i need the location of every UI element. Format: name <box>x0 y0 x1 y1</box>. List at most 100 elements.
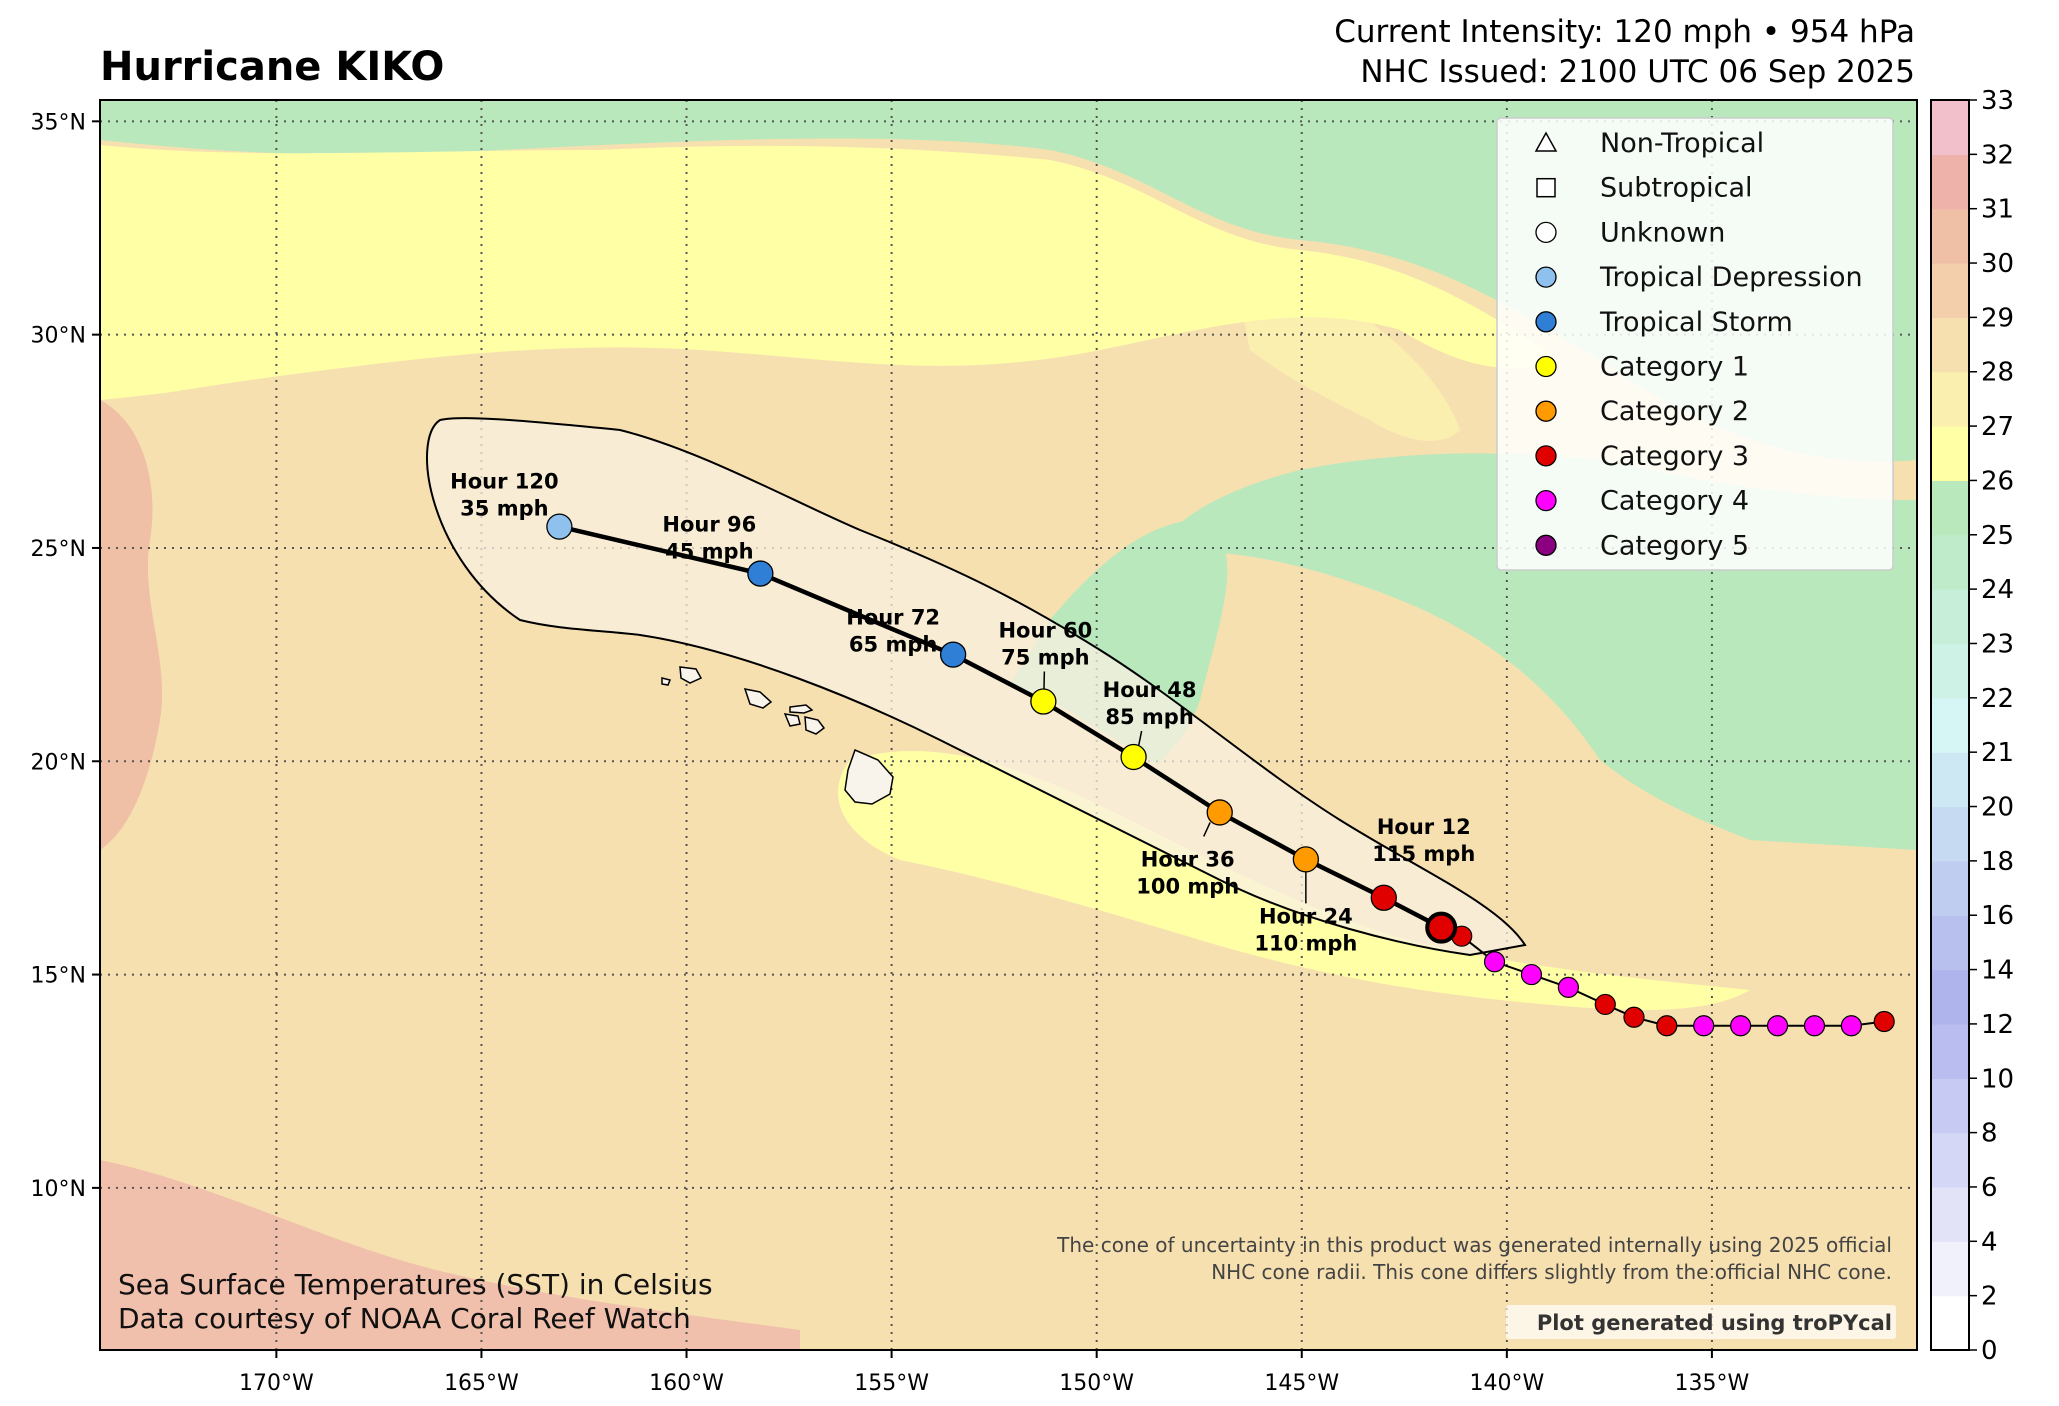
cone-of-uncertainty <box>426 417 1527 957</box>
colorbar-tick-label: 4 <box>1981 1227 1998 1257</box>
forecast-point <box>1206 799 1233 826</box>
legend-square-icon <box>1536 177 1556 198</box>
issued-time: NHC Issued: 2100 UTC 06 Sep 2025 <box>1360 54 1915 90</box>
past-track-point <box>1803 1015 1826 1037</box>
legend-circle-icon <box>1535 445 1557 467</box>
forecast-wind-label: 110 mph <box>1254 931 1357 955</box>
colorbar-tick-label: 33 <box>1981 86 2014 116</box>
forecast-wind-label: 35 mph <box>460 497 548 521</box>
colorbar-tick-label: 2 <box>1981 1282 1998 1312</box>
past-track-point <box>1623 1006 1645 1028</box>
forecast-wind-label: 65 mph <box>849 633 937 657</box>
lat-tick-label: 20°N <box>31 750 86 775</box>
current-position-point <box>1425 911 1458 944</box>
colorbar-segment <box>1931 643 1969 699</box>
colorbar-tick-label: 26 <box>1981 466 2014 496</box>
colorbar-tick-label: 21 <box>1981 738 2014 768</box>
colorbar-segment <box>1931 1078 1969 1134</box>
lon-tick-label: 150°W <box>1059 1371 1134 1396</box>
forecast-hour-label: Hour 72 <box>846 606 940 630</box>
colorbar-segment <box>1931 317 1969 373</box>
map-frame <box>99 99 1918 1351</box>
past-track-point <box>1656 1015 1678 1037</box>
colorbar-segment <box>1931 589 1969 645</box>
legend-circle-icon <box>1535 311 1557 333</box>
forecast-hour-label: Hour 120 <box>450 470 558 494</box>
past-track-point <box>1873 1010 1895 1033</box>
forecast-point <box>1030 688 1057 715</box>
legend-label: Unknown <box>1600 217 1725 248</box>
credit-text: Plot generated using troPYcal <box>1537 1311 1892 1335</box>
legend-label: Category 3 <box>1600 441 1749 472</box>
colorbar-tick-label: 31 <box>1981 195 2014 225</box>
lon-tick-label: 140°W <box>1469 1371 1544 1396</box>
lat-tick-label: 35°N <box>31 110 86 135</box>
sst-note-line2: Data courtesy of NOAA Coral Reef Watch <box>118 1302 691 1335</box>
colorbar-segment <box>1931 534 1969 590</box>
legend: Non-Tropical Subtropical Unknown Tropical D… <box>1496 117 1894 571</box>
sst-colorbar: 0246810121416182021222324252627282930313… <box>1930 86 2014 1366</box>
past-track-point <box>1557 976 1579 998</box>
axis-ticks: 170°W 165°W 160°W 155°W 150°W 145°W 140°W 135°W… <box>31 110 1750 1396</box>
legend-label: Tropical Depression <box>1599 262 1863 293</box>
legend-label: Non-Tropical <box>1600 128 1764 159</box>
colorbar-tick-label: 18 <box>1981 847 2014 877</box>
lon-tick-label: 145°W <box>1264 1371 1339 1396</box>
colorbar-segment <box>1931 426 1969 482</box>
sst-note-line1: Sea Surface Temperatures (SST) in Celsiu… <box>118 1268 713 1301</box>
colorbar-tick-label: 32 <box>1981 140 2014 170</box>
footer-notes: Sea Surface Temperatures (SST) in Celsiu… <box>118 1233 1896 1339</box>
legend-label: Category 1 <box>1600 352 1749 383</box>
colorbar-tick-label: 25 <box>1981 521 2014 551</box>
colorbar-segment <box>1931 806 1969 862</box>
forecast-label-leader <box>1137 730 1143 748</box>
colorbar-tick-label: 20 <box>1981 793 2014 823</box>
forecast-wind-label: 100 mph <box>1136 874 1239 898</box>
colorbar-tick-label: 14 <box>1981 956 2014 986</box>
forecast-hour-label: Hour 60 <box>998 619 1092 643</box>
colorbar-tick-label: 0 <box>1981 1336 1998 1366</box>
colorbar-segment <box>1931 915 1969 971</box>
colorbar-tick-label: 22 <box>1981 684 2014 714</box>
forecast-hour-label: Hour 48 <box>1103 678 1197 702</box>
forecast-label-leader <box>1203 822 1211 837</box>
colorbar-segment <box>1931 371 1969 427</box>
lon-tick-label: 165°W <box>444 1371 519 1396</box>
colorbar-segment <box>1931 263 1969 318</box>
past-track-point <box>1693 1015 1715 1037</box>
forecast-hour-label: Hour 24 <box>1259 904 1353 928</box>
lon-tick-label: 170°W <box>239 1371 314 1396</box>
forecast-wind-label: 115 mph <box>1372 842 1475 866</box>
colorbar-segment <box>1931 1241 1969 1297</box>
past-track-point <box>1840 1015 1862 1037</box>
colorbar-segment <box>1931 969 1969 1025</box>
colorbar-segment <box>1931 1186 1969 1242</box>
colorbar-segment <box>1931 752 1969 808</box>
cone-note-line1: The cone of uncertainty in this product … <box>1056 1233 1892 1257</box>
legend-circle-icon <box>1535 266 1557 288</box>
colorbar-tick-label: 16 <box>1981 901 2014 931</box>
forecast-point <box>939 641 967 668</box>
legend-circle-icon <box>1535 489 1557 512</box>
lat-tick-label: 10°N <box>31 1177 86 1202</box>
forecast-point <box>747 560 774 587</box>
forecast-hour-label: Hour 36 <box>1141 847 1235 871</box>
past-track-point <box>1730 1015 1752 1037</box>
forecast-point <box>546 513 573 540</box>
lon-tick-label: 135°W <box>1675 1371 1750 1396</box>
current-intensity: Current Intensity: 120 mph • 954 hPa <box>1334 14 1915 50</box>
colorbar-tick-label: 23 <box>1981 629 2014 659</box>
forecast-track: Hour 12 115 mph Hour 24 110 mph Hour 36 100 m… <box>450 470 1475 956</box>
colorbar-tick-label: 12 <box>1981 1010 2014 1040</box>
colorbar-segment <box>1931 208 1969 264</box>
colorbar-segment <box>1931 860 1969 916</box>
past-track-point <box>1520 963 1543 986</box>
colorbar-tick-label: 30 <box>1981 249 2014 279</box>
cone-note-line2: NHC cone radii. This cone differs slight… <box>1211 1260 1892 1284</box>
colorbar-segment <box>1931 1132 1969 1188</box>
colorbar-tick-label: 6 <box>1981 1173 1998 1203</box>
legend-circle-icon <box>1535 355 1557 378</box>
forecast-point <box>1292 846 1320 873</box>
colorbar-segment <box>1931 154 1969 210</box>
